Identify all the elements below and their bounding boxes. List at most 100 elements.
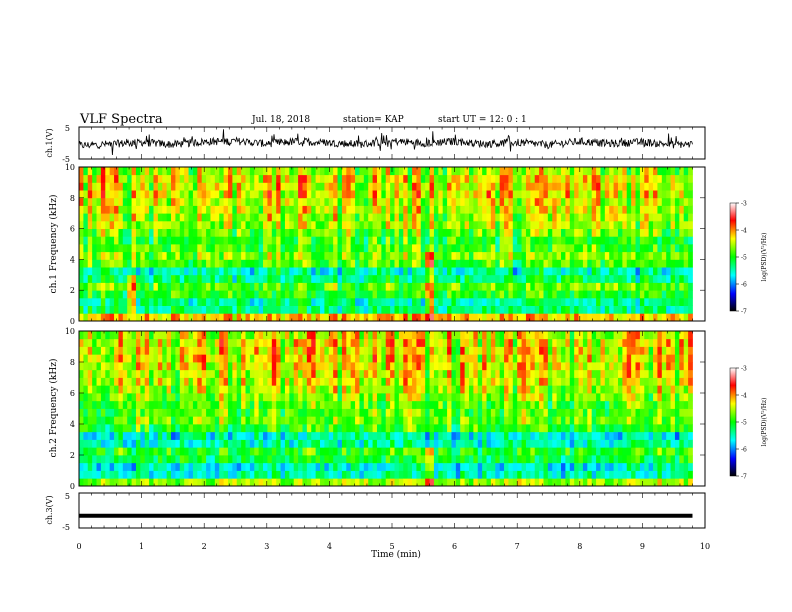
ch1-spectrogram-cell xyxy=(350,244,356,253)
ch1-spectrogram-cell xyxy=(355,236,360,245)
ch1-spectrogram-cell xyxy=(688,228,693,237)
ch1-spectrogram-cell xyxy=(622,213,628,222)
ch1-spectrogram-cell xyxy=(372,190,378,199)
ch2-spectrogram-cell xyxy=(469,424,474,433)
ch2-spectrogram-cell xyxy=(87,338,93,347)
ch1-spectrogram-cell xyxy=(688,267,693,276)
ch1-spectrogram-cell xyxy=(617,259,623,268)
ch1-spectrogram-cell xyxy=(153,274,159,283)
ch1-spectrogram-cell xyxy=(166,236,172,245)
ch2-spectrogram-cell xyxy=(175,424,181,433)
ch2-spectrogram-cell xyxy=(175,408,181,417)
ch1-spectrogram-cell xyxy=(666,259,671,268)
ch1-spectrogram-cell xyxy=(539,228,544,237)
ch1-spectrogram-cell xyxy=(477,228,483,237)
ch2-spectrogram-cell xyxy=(87,377,93,386)
ch1-spectrogram-cell xyxy=(315,190,321,199)
ch2-spectrogram-cell xyxy=(473,431,479,440)
ch1-spectrogram-cell xyxy=(582,313,588,322)
ch2-spectrogram-cell xyxy=(433,478,439,487)
ch1-spectrogram-cell xyxy=(547,267,553,276)
ch2-spectrogram-cell xyxy=(293,408,299,417)
ch2-spectrogram-cell xyxy=(398,377,404,386)
ch2-spectrogram-cell xyxy=(394,416,400,425)
ch2-spectrogram-cell xyxy=(271,393,277,402)
ch1-spectrogram-cell xyxy=(403,259,409,268)
ch1-spectrogram-cell xyxy=(131,182,137,191)
ch2-spectrogram-cell xyxy=(105,478,111,487)
ch1-spectrogram-cell xyxy=(100,282,106,291)
ch2-spectrogram-cell xyxy=(109,393,115,402)
ch1-spectrogram-cell xyxy=(350,290,356,299)
ch2-spectrogram-cell xyxy=(433,424,439,433)
ch1-spectrogram-cell xyxy=(495,274,501,283)
ch1-spectrogram-cell xyxy=(298,236,303,245)
ch1-spectrogram-cell xyxy=(455,244,461,253)
ch2-spectrogram-cell xyxy=(284,478,290,487)
ch2-spectrogram-cell xyxy=(425,369,430,378)
ch1-spectrogram-cell xyxy=(87,305,93,314)
ch1-spectrogram-cell xyxy=(451,313,457,322)
ch1-spectrogram-cell xyxy=(539,236,544,245)
ch1-spectrogram-cell xyxy=(499,274,505,283)
ch1-spectrogram-cell xyxy=(328,297,334,306)
ch1-spectrogram-cell xyxy=(232,259,238,268)
ch1-spectrogram-cell xyxy=(83,174,89,183)
ch1-spectrogram-cell xyxy=(293,167,299,176)
ch1-spectrogram-cell xyxy=(609,182,614,191)
ch1-spectrogram-cell xyxy=(337,313,343,322)
ch1-spectrogram-cell xyxy=(311,182,317,191)
ch1-spectrogram-cell xyxy=(631,313,636,322)
ch2-spectrogram-cell xyxy=(442,362,448,371)
ch1-spectrogram-cell xyxy=(398,244,404,253)
ch1-spectrogram-cell xyxy=(350,174,356,183)
ch2-spectrogram-cell xyxy=(179,478,185,487)
ch1-spectrogram-cell xyxy=(587,259,593,268)
ch1-spectrogram-cell xyxy=(87,220,93,229)
ch1-ylabel: ch.1(V) xyxy=(45,128,54,157)
ch1-spectrogram-cell xyxy=(390,174,395,183)
ch1-spectrogram-cell xyxy=(398,228,404,237)
ch2-spectrogram-cell xyxy=(241,331,246,340)
ch2-spectrogram-cell xyxy=(188,369,194,378)
ch2-spectrogram-cell xyxy=(100,431,106,440)
ch1-spectrogram-cell xyxy=(271,274,277,283)
ch2-spectrogram-cell xyxy=(206,416,211,425)
ch2-spectrogram-cell xyxy=(223,408,229,417)
ch2-spectrogram-cell xyxy=(197,424,203,433)
ch1-spectrogram-cell xyxy=(302,267,308,276)
ch1-spectrogram-cell xyxy=(512,274,518,283)
ch1-spectrogram-cell xyxy=(153,205,159,214)
ch1-spectrogram-cell xyxy=(525,313,531,322)
ch2-spectrogram-cell xyxy=(100,462,106,471)
ch1-spectrogram-cell xyxy=(517,182,522,191)
ch1-spectrogram-cell xyxy=(109,220,115,229)
ch1-spectrogram-cell xyxy=(490,197,496,206)
ch1-spectrogram-cell xyxy=(122,205,128,214)
ch1-spectrogram-cell xyxy=(635,228,641,237)
ch2-spectrogram-cell xyxy=(355,447,360,456)
ch1-spectrogram-cell xyxy=(241,167,246,176)
ch1-spectrogram-cell xyxy=(298,174,303,183)
ch1-spectrogram-cell xyxy=(447,167,452,176)
ch2-spectrogram-cell xyxy=(306,385,312,394)
ch1-spectrogram-cell xyxy=(653,290,658,299)
ch1-spectrogram-cell xyxy=(83,259,89,268)
ch1-spectrogram-cell xyxy=(688,174,693,183)
ch2-spectrogram-cell xyxy=(293,354,299,363)
ch2-spectrogram-cell xyxy=(420,362,426,371)
ch2-spectrogram-cell xyxy=(232,393,238,402)
ch1-spectrogram-cell xyxy=(490,190,496,199)
ch2-spectrogram-cell xyxy=(118,338,124,347)
ch1-spectrogram-cell xyxy=(114,190,119,199)
ch1-spectrogram-cell xyxy=(171,220,176,229)
ch2-spectrogram-cell xyxy=(153,462,159,471)
ch1-spectrogram-cell xyxy=(604,228,610,237)
ch1-spectrogram-cell xyxy=(350,182,356,191)
ch2-spectrogram-cell xyxy=(92,470,97,479)
ch2-spectrogram-cell xyxy=(504,385,509,394)
ch1-spectrogram-cell xyxy=(473,174,479,183)
ch1-spectrogram-cell xyxy=(412,290,417,299)
ch2-spectrogram-cell xyxy=(390,369,395,378)
ch2-spectrogram-cell xyxy=(149,385,154,394)
